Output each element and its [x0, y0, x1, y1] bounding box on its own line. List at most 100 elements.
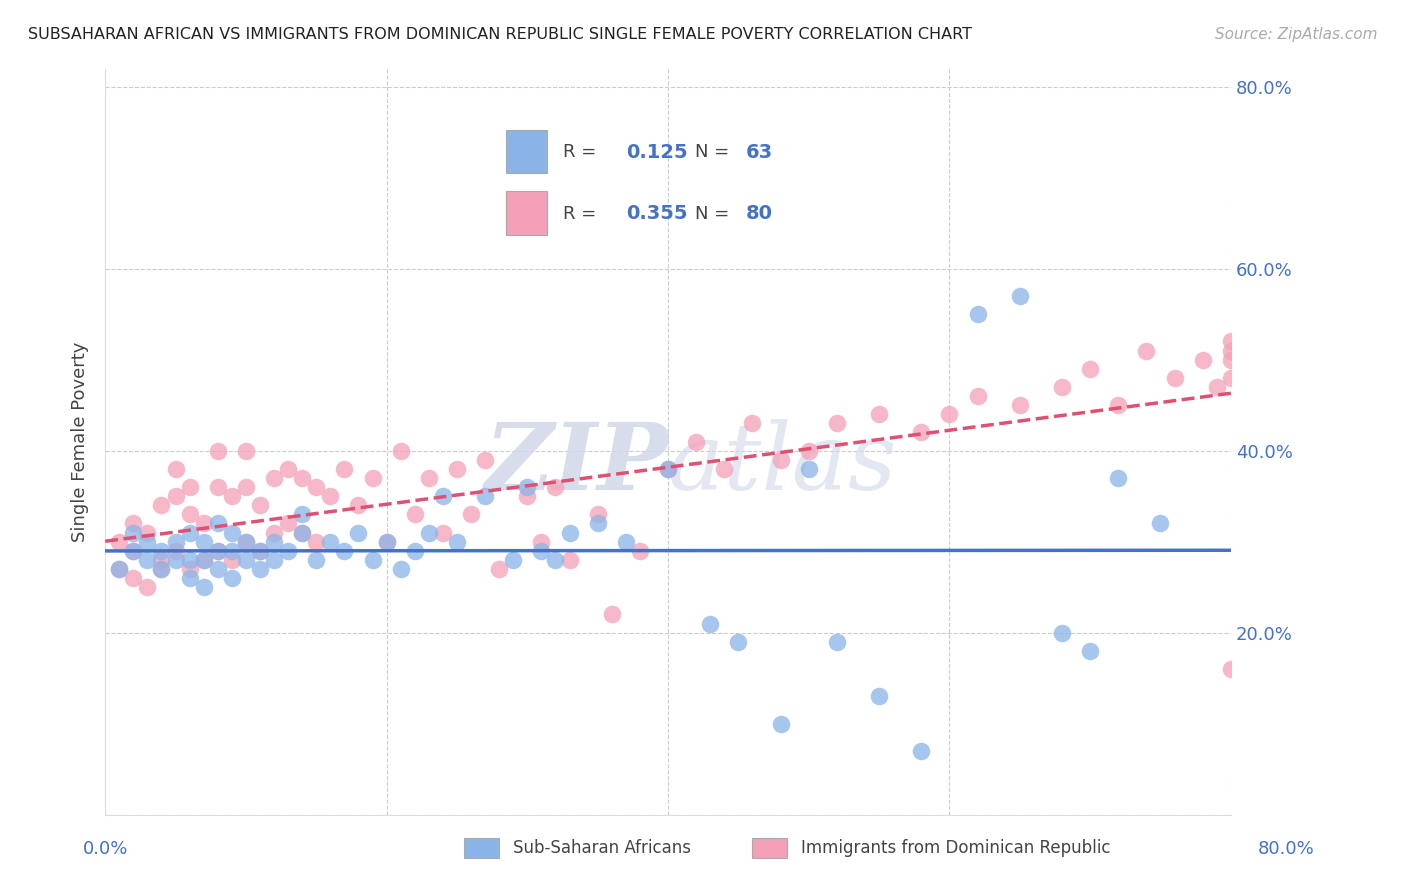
Point	[150, 562, 173, 576]
Point	[474, 452, 496, 467]
Point	[797, 462, 820, 476]
Point	[516, 489, 538, 503]
Point	[460, 508, 482, 522]
Point	[165, 489, 187, 503]
Text: SUBSAHARAN AFRICAN VS IMMIGRANTS FROM DOMINICAN REPUBLIC SINGLE FEMALE POVERTY C: SUBSAHARAN AFRICAN VS IMMIGRANTS FROM DO…	[28, 27, 972, 42]
Point	[558, 553, 581, 567]
Point	[165, 534, 187, 549]
Point	[910, 744, 932, 758]
Point	[291, 508, 314, 522]
Point	[305, 534, 328, 549]
Point	[1078, 644, 1101, 658]
Point	[558, 525, 581, 540]
Point	[685, 434, 707, 449]
Point	[530, 543, 553, 558]
Point	[586, 508, 609, 522]
Point	[165, 553, 187, 567]
Point	[122, 543, 145, 558]
Point	[361, 553, 384, 567]
Point	[108, 534, 131, 549]
Point	[432, 525, 454, 540]
Point	[1219, 371, 1241, 385]
Point	[136, 525, 159, 540]
Text: Source: ZipAtlas.com: Source: ZipAtlas.com	[1215, 27, 1378, 42]
Point	[249, 543, 271, 558]
Point	[235, 553, 257, 567]
Point	[966, 307, 988, 321]
Point	[249, 562, 271, 576]
Point	[825, 417, 848, 431]
Point	[825, 634, 848, 648]
Point	[432, 489, 454, 503]
Point	[249, 498, 271, 512]
Point	[741, 417, 763, 431]
Point	[361, 471, 384, 485]
Point	[1050, 380, 1073, 394]
Point	[305, 553, 328, 567]
Point	[108, 562, 131, 576]
Point	[150, 553, 173, 567]
Point	[530, 534, 553, 549]
Point	[375, 534, 398, 549]
Point	[263, 525, 285, 540]
Point	[291, 471, 314, 485]
Point	[235, 534, 257, 549]
Point	[263, 471, 285, 485]
Point	[1191, 352, 1213, 367]
Point	[404, 543, 426, 558]
Point	[221, 543, 243, 558]
Point	[207, 480, 229, 494]
Point	[263, 553, 285, 567]
Point	[179, 571, 201, 585]
Point	[263, 534, 285, 549]
Point	[207, 543, 229, 558]
Point	[1050, 625, 1073, 640]
Point	[657, 462, 679, 476]
Point	[347, 498, 370, 512]
Text: Immigrants from Dominican Republic: Immigrants from Dominican Republic	[801, 839, 1111, 857]
Point	[868, 407, 890, 421]
Point	[614, 534, 637, 549]
Point	[1205, 380, 1227, 394]
Point	[122, 516, 145, 531]
Text: atlas: atlas	[668, 419, 897, 509]
Point	[938, 407, 960, 421]
Point	[389, 562, 412, 576]
Point	[1107, 471, 1129, 485]
Point	[727, 634, 749, 648]
Point	[1219, 352, 1241, 367]
Point	[277, 462, 299, 476]
Point	[193, 534, 215, 549]
Point	[122, 543, 145, 558]
Point	[207, 543, 229, 558]
Point	[235, 480, 257, 494]
Point	[502, 553, 524, 567]
Point	[1078, 361, 1101, 376]
Point	[333, 462, 356, 476]
Point	[193, 580, 215, 594]
Point	[305, 480, 328, 494]
Point	[221, 525, 243, 540]
Point	[235, 443, 257, 458]
Point	[122, 571, 145, 585]
Point	[474, 489, 496, 503]
Point	[179, 480, 201, 494]
Point	[207, 443, 229, 458]
Text: Sub-Saharan Africans: Sub-Saharan Africans	[513, 839, 692, 857]
Y-axis label: Single Female Poverty: Single Female Poverty	[72, 342, 89, 541]
Point	[221, 489, 243, 503]
Point	[150, 543, 173, 558]
Point	[797, 443, 820, 458]
Point	[404, 508, 426, 522]
Point	[291, 525, 314, 540]
Point	[375, 534, 398, 549]
Point	[179, 508, 201, 522]
Point	[713, 462, 735, 476]
Point	[165, 462, 187, 476]
Point	[769, 452, 792, 467]
Point	[207, 516, 229, 531]
Point	[136, 534, 159, 549]
Point	[418, 525, 440, 540]
Point	[347, 525, 370, 540]
Point	[1149, 516, 1171, 531]
